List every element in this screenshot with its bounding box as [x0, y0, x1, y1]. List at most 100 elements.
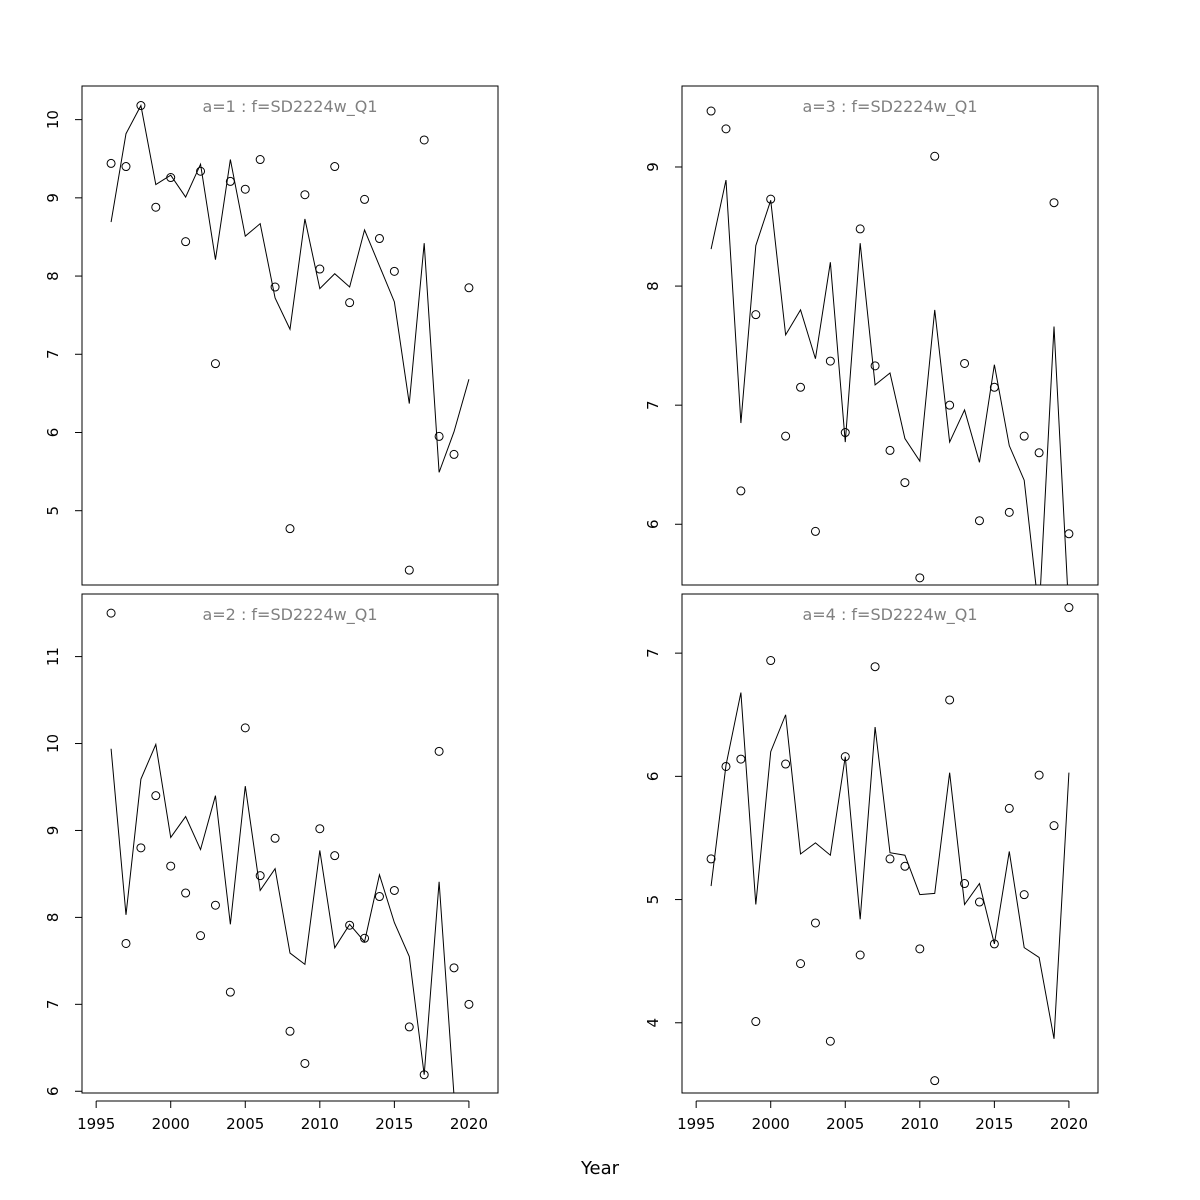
y-tick-label: 11	[44, 647, 62, 666]
y-tick-label: 9	[44, 193, 62, 203]
observed-point	[106, 608, 116, 618]
observed-point	[121, 938, 131, 948]
observed-point	[270, 833, 280, 843]
observed-point	[151, 202, 161, 212]
observed-point	[240, 184, 250, 194]
panel-title: a=3 : f=SD2224w_Q1	[802, 97, 977, 117]
y-tick-label: 4	[644, 1018, 662, 1028]
observed-point	[270, 282, 280, 292]
observed-point	[166, 861, 176, 871]
observed-point	[736, 754, 746, 764]
x-tick-label: 2010	[901, 1115, 939, 1133]
observed-point	[930, 1076, 940, 1086]
observed-point	[706, 854, 716, 864]
panel-a1: a=1 : f=SD2224w_Q1 5 6 7 8 9 10	[44, 85, 499, 586]
observed-point	[374, 234, 384, 244]
observed-point	[434, 431, 444, 441]
observed-point	[945, 695, 955, 705]
y-tick-label: 6	[44, 1086, 62, 1096]
observed-point	[796, 382, 806, 392]
observed-point	[181, 888, 191, 898]
y-tick-label: 7	[644, 648, 662, 658]
observed-point	[960, 358, 970, 368]
observed-point	[225, 176, 235, 186]
observed-point	[360, 194, 370, 204]
observed-point	[404, 1022, 414, 1032]
observed-point	[751, 310, 761, 320]
x-tick-label: 2005	[826, 1115, 864, 1133]
observed-point	[136, 843, 146, 853]
plot-data	[106, 101, 474, 575]
x-tick-label: 2005	[226, 1115, 264, 1133]
observed-point	[330, 162, 340, 172]
observed-point	[1004, 803, 1014, 813]
plot-frame	[81, 85, 499, 586]
fitted-line	[110, 104, 470, 473]
y-tick-label: 8	[44, 913, 62, 923]
observed-point	[900, 861, 910, 871]
observed-point	[840, 752, 850, 762]
observed-point	[315, 264, 325, 274]
observed-point	[736, 486, 746, 496]
x-tick-label: 1995	[677, 1115, 715, 1133]
observed-point	[389, 266, 399, 276]
observed-point	[449, 449, 459, 459]
observed-point	[255, 155, 265, 165]
fitted-line	[710, 179, 1068, 585]
observed-point	[915, 944, 925, 954]
x-tick-label: 1995	[77, 1115, 115, 1133]
observed-point	[196, 931, 206, 941]
observed-point	[840, 428, 850, 438]
observed-point	[855, 224, 865, 234]
observed-point	[389, 885, 399, 895]
observed-point	[974, 897, 984, 907]
x-tick-label: 2020	[450, 1115, 488, 1133]
y-tick-label: 9	[644, 162, 662, 172]
observed-point	[434, 746, 444, 756]
observed-point	[974, 516, 984, 526]
observed-point	[1034, 770, 1044, 780]
observed-point	[1019, 890, 1029, 900]
observed-point	[945, 400, 955, 410]
y-tick-label: 6	[644, 772, 662, 782]
observed-point	[721, 124, 731, 134]
observed-point	[989, 939, 999, 949]
observed-point	[315, 824, 325, 834]
plot-data	[706, 603, 1074, 1086]
observed-point	[106, 158, 116, 168]
observed-point	[196, 166, 206, 176]
observed-point	[449, 963, 459, 973]
observed-point	[930, 151, 940, 161]
observed-point	[885, 854, 895, 864]
observed-point	[751, 1017, 761, 1027]
observed-point	[225, 987, 235, 997]
observed-point	[345, 920, 355, 930]
observed-point	[166, 173, 176, 183]
y-tick-label: 10	[44, 110, 62, 129]
y-tick-label: 7	[44, 349, 62, 359]
observed-point	[1034, 448, 1044, 458]
observed-point	[285, 524, 295, 534]
y-tick-label: 10	[44, 734, 62, 753]
observed-point	[781, 759, 791, 769]
observed-point	[419, 1070, 429, 1080]
observed-point	[285, 1026, 295, 1036]
observed-point	[1049, 198, 1059, 208]
observed-point	[960, 879, 970, 889]
plot-frame	[81, 593, 499, 1094]
x-axis-title: Year	[580, 1158, 620, 1179]
observed-point	[766, 656, 776, 666]
observed-point	[870, 662, 880, 672]
observed-point	[1049, 821, 1059, 831]
observed-point	[121, 162, 131, 172]
panel-title: a=1 : f=SD2224w_Q1	[202, 97, 377, 117]
observed-point	[706, 106, 716, 116]
y-tick-label: 6	[644, 519, 662, 529]
panel-title: a=2 : f=SD2224w_Q1	[202, 605, 377, 625]
plot-frame	[681, 593, 1099, 1094]
observed-point	[766, 194, 776, 204]
plot-data	[106, 608, 474, 1093]
fitted-line	[110, 742, 455, 1093]
y-tick-label: 6	[44, 428, 62, 438]
